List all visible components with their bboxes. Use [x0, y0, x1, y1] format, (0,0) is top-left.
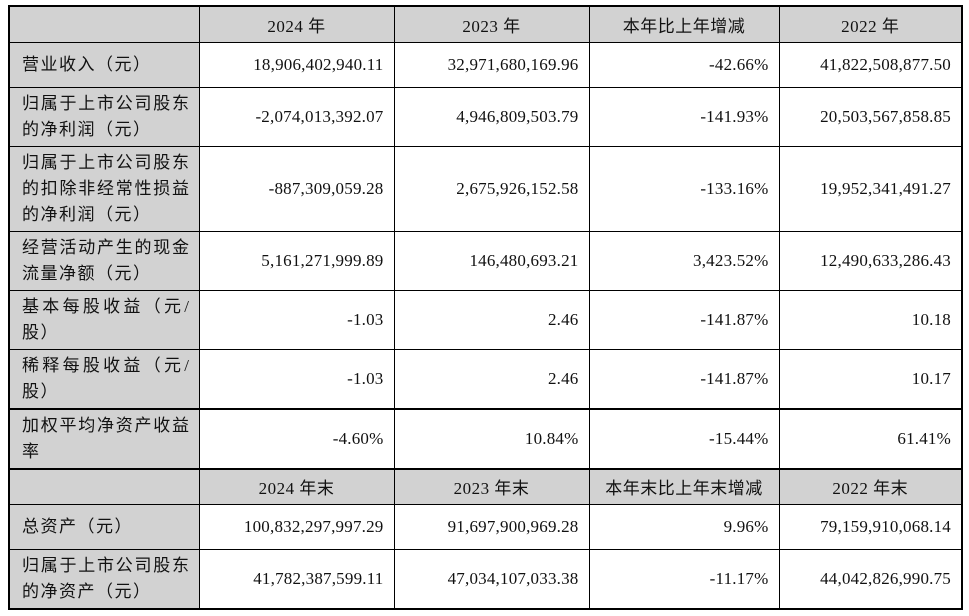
yearend-header-2024: 2024 年末 [198, 467, 395, 505]
annual-header-yoy-change: 本年比上年增减 [588, 5, 780, 43]
annual-header-empty-cell [8, 5, 200, 43]
value-2024: -1.03 [198, 348, 395, 409]
row-label: 经营活动产生的现金流量净额（元） [8, 230, 200, 291]
annual-header-2023: 2023 年 [393, 5, 590, 43]
row-net-assets-attributable: 归属于上市公司股东的净资产（元） 41,782,387,599.11 47,03… [8, 549, 963, 610]
row-label: 总资产（元） [8, 504, 200, 550]
row-diluted-eps: 稀释每股收益（元/股） -1.03 2.46 -141.87% 10.17 [8, 348, 963, 409]
value-2022: 44,042,826,990.75 [778, 549, 963, 610]
value-2022: 19,952,341,491.27 [778, 145, 963, 232]
value-2024: -887,309,059.28 [198, 145, 395, 232]
value-yoy-change: -141.87% [588, 289, 780, 350]
value-yoy-change: 3,423.52% [588, 230, 780, 291]
value-2023: 32,971,680,169.96 [393, 41, 590, 88]
value-2023: 146,480,693.21 [393, 230, 590, 291]
value-yoy-change: -15.44% [588, 407, 780, 469]
yearend-header-empty-cell [8, 467, 200, 505]
value-2022: 20,503,567,858.85 [778, 86, 963, 147]
row-label: 稀释每股收益（元/股） [8, 348, 200, 409]
value-2022: 41,822,508,877.50 [778, 41, 963, 88]
yearend-header-2022: 2022 年末 [778, 467, 963, 505]
row-label: 归属于上市公司股东的扣除非经常性损益的净利润（元） [8, 145, 200, 232]
row-total-assets: 总资产（元） 100,832,297,997.29 91,697,900,969… [8, 504, 963, 550]
yearend-header-yoy-change: 本年末比上年末增减 [588, 467, 780, 505]
value-yoy-change: -141.87% [588, 348, 780, 409]
value-2024: 18,906,402,940.11 [198, 41, 395, 88]
value-2024: -4.60% [198, 407, 395, 469]
value-2022: 10.18 [778, 289, 963, 350]
value-yoy-change: 9.96% [588, 504, 780, 550]
yearend-header-2023: 2023 年末 [393, 467, 590, 505]
value-2023: 2.46 [393, 348, 590, 409]
value-2023: 10.84% [393, 407, 590, 469]
yearend-header-row: 2024 年末 2023 年末 本年末比上年末增减 2022 年末 [8, 467, 963, 505]
value-2023: 4,946,809,503.79 [393, 86, 590, 147]
value-2024: 5,161,271,999.89 [198, 230, 395, 291]
row-net-profit-excl-nonrecurring: 归属于上市公司股东的扣除非经常性损益的净利润（元） -887,309,059.2… [8, 145, 963, 232]
value-yoy-change: -11.17% [588, 549, 780, 610]
value-2022: 61.41% [778, 407, 963, 469]
value-2024: -2,074,013,392.07 [198, 86, 395, 147]
value-2023: 91,697,900,969.28 [393, 504, 590, 550]
value-2023: 47,034,107,033.38 [393, 549, 590, 610]
annual-header-2024: 2024 年 [198, 5, 395, 43]
annual-header-2022: 2022 年 [778, 5, 963, 43]
value-2023: 2,675,926,152.58 [393, 145, 590, 232]
value-2022: 10.17 [778, 348, 963, 409]
row-label: 加权平均净资产收益率 [8, 407, 200, 469]
financial-summary-table: 2024 年 2023 年 本年比上年增减 2022 年 营业收入（元） 18,… [8, 5, 963, 610]
annual-header-row: 2024 年 2023 年 本年比上年增减 2022 年 [8, 5, 963, 43]
row-operating-revenue: 营业收入（元） 18,906,402,940.11 32,971,680,169… [8, 41, 963, 88]
row-label: 基本每股收益（元/股） [8, 289, 200, 350]
value-2022: 79,159,910,068.14 [778, 504, 963, 550]
row-label: 营业收入（元） [8, 41, 200, 88]
value-2023: 2.46 [393, 289, 590, 350]
value-2024: -1.03 [198, 289, 395, 350]
row-operating-cash-flow: 经营活动产生的现金流量净额（元） 5,161,271,999.89 146,48… [8, 230, 963, 291]
row-weighted-avg-roe: 加权平均净资产收益率 -4.60% 10.84% -15.44% 61.41% [8, 407, 963, 469]
row-label: 归属于上市公司股东的净资产（元） [8, 549, 200, 610]
row-label: 归属于上市公司股东的净利润（元） [8, 86, 200, 147]
value-yoy-change: -42.66% [588, 41, 780, 88]
value-2024: 100,832,297,997.29 [198, 504, 395, 550]
row-basic-eps: 基本每股收益（元/股） -1.03 2.46 -141.87% 10.18 [8, 289, 963, 350]
row-net-profit-attributable: 归属于上市公司股东的净利润（元） -2,074,013,392.07 4,946… [8, 86, 963, 147]
value-yoy-change: -133.16% [588, 145, 780, 232]
value-yoy-change: -141.93% [588, 86, 780, 147]
value-2024: 41,782,387,599.11 [198, 549, 395, 610]
value-2022: 12,490,633,286.43 [778, 230, 963, 291]
